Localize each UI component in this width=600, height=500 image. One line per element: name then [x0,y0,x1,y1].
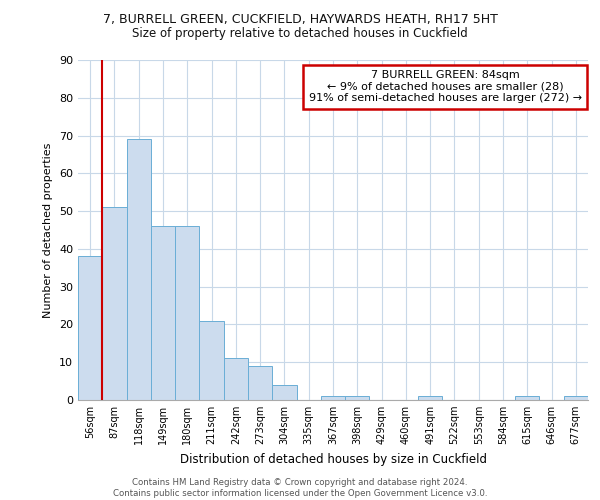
Text: Size of property relative to detached houses in Cuckfield: Size of property relative to detached ho… [132,28,468,40]
Bar [224,358,248,400]
Bar [102,208,127,400]
Bar [418,396,442,400]
Text: 7 BURRELL GREEN: 84sqm
← 9% of detached houses are smaller (28)
91% of semi-deta: 7 BURRELL GREEN: 84sqm ← 9% of detached … [308,70,582,103]
X-axis label: Distribution of detached houses by size in Cuckfield: Distribution of detached houses by size … [179,452,487,466]
Bar [175,226,199,400]
Bar [78,256,102,400]
Bar [151,226,175,400]
Bar [272,385,296,400]
Bar [515,396,539,400]
Bar [321,396,345,400]
Bar [127,140,151,400]
Bar [564,396,588,400]
Y-axis label: Number of detached properties: Number of detached properties [43,142,53,318]
Bar [345,396,370,400]
Bar [199,320,224,400]
Bar [248,366,272,400]
Text: 7, BURRELL GREEN, CUCKFIELD, HAYWARDS HEATH, RH17 5HT: 7, BURRELL GREEN, CUCKFIELD, HAYWARDS HE… [103,12,497,26]
Text: Contains HM Land Registry data © Crown copyright and database right 2024.
Contai: Contains HM Land Registry data © Crown c… [113,478,487,498]
